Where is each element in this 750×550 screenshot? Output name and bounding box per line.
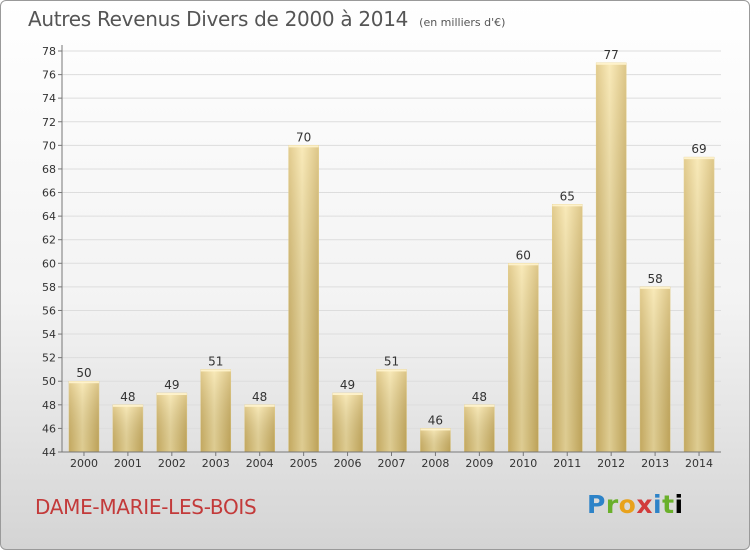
logo-letter: x [636, 490, 653, 519]
y-tick-label: 68 [42, 163, 56, 176]
logo-letter: P [587, 490, 606, 519]
logo-letter: t [662, 490, 675, 519]
proxiti-logo[interactable]: Proxiti [587, 490, 684, 519]
x-tick-label: 2004 [246, 457, 274, 470]
location-name: DAME-MARIE-LES-BOIS [35, 495, 257, 519]
data-label: 70 [296, 130, 311, 144]
y-tick-label: 58 [42, 281, 56, 294]
bar-top-highlight [332, 393, 363, 396]
logo-letter: i [674, 490, 684, 519]
bar-shade [376, 369, 407, 452]
data-label: 46 [428, 413, 443, 427]
data-label: 60 [516, 248, 531, 262]
y-tick-label: 78 [42, 45, 56, 58]
bar-top-highlight [200, 369, 231, 372]
y-tick-label: 72 [42, 116, 56, 129]
data-label: 69 [691, 142, 706, 156]
chart-title: Autres Revenus Divers de 2000 à 2014 [28, 7, 409, 31]
x-tick-label: 2006 [334, 457, 362, 470]
data-label: 51 [384, 354, 399, 368]
y-tick-label: 60 [42, 257, 56, 270]
bar-shade [200, 369, 231, 452]
bar-shade [68, 381, 99, 452]
x-tick-label: 2000 [70, 457, 98, 470]
title-block: Autres Revenus Divers de 2000 à 2014 (en… [28, 7, 505, 31]
bar-top-highlight [420, 428, 451, 431]
bar-top-highlight [596, 62, 627, 65]
chart-subtitle: (en milliers d'€) [419, 16, 506, 29]
x-tick-label: 2013 [641, 457, 669, 470]
bar-top-highlight [112, 404, 143, 407]
data-label: 48 [252, 390, 267, 404]
bar-shade [464, 404, 495, 452]
bar-top-highlight [684, 157, 715, 160]
bar-shade [640, 286, 671, 452]
y-tick-label: 46 [42, 422, 56, 435]
logo-letter: r [605, 490, 619, 519]
y-tick-label: 62 [42, 234, 56, 247]
data-label: 58 [647, 272, 662, 286]
y-tick-label: 50 [42, 375, 56, 388]
x-tick-label: 2010 [509, 457, 537, 470]
y-tick-label: 44 [42, 446, 56, 459]
y-tick-label: 76 [42, 69, 56, 82]
bar-top-highlight [464, 404, 495, 407]
bar-top-highlight [68, 381, 99, 384]
y-tick-label: 56 [42, 304, 56, 317]
x-tick-label: 2007 [378, 457, 406, 470]
x-tick-label: 2001 [114, 457, 142, 470]
y-tick-label: 52 [42, 352, 56, 365]
y-tick-label: 64 [42, 210, 56, 223]
x-tick-label: 2008 [421, 457, 449, 470]
bar-shade [112, 404, 143, 452]
data-label: 51 [208, 354, 223, 368]
data-label: 48 [120, 390, 135, 404]
bar-top-highlight [156, 393, 187, 396]
data-label: 49 [164, 378, 179, 392]
bar-shade [244, 404, 275, 452]
bars [68, 62, 715, 453]
bar-shade [288, 145, 319, 452]
bar-shade [332, 393, 363, 452]
x-tick-label: 2009 [465, 457, 493, 470]
x-tick-label: 2012 [597, 457, 625, 470]
axes [58, 45, 721, 456]
x-tick-label: 2014 [685, 457, 713, 470]
data-label: 50 [76, 366, 91, 380]
data-label: 48 [472, 390, 487, 404]
labels: 44 46 48 50 52 54 56 58 60 62 64 66 68 70 72 74 76 78 50 20… [42, 45, 713, 470]
bar-shade [420, 428, 451, 452]
x-tick-label: 2011 [553, 457, 581, 470]
bar-shade [596, 62, 627, 452]
bar-top-highlight [376, 369, 407, 372]
x-tick-label: 2002 [158, 457, 186, 470]
bar-top-highlight [552, 204, 583, 207]
bar-top-highlight [288, 145, 319, 148]
y-tick-label: 66 [42, 187, 56, 200]
bar-shade [552, 204, 583, 452]
data-label: 65 [560, 189, 575, 203]
x-tick-label: 2005 [290, 457, 318, 470]
y-tick-label: 74 [42, 92, 56, 105]
y-tick-label: 54 [42, 328, 56, 341]
x-tick-label: 2003 [202, 457, 230, 470]
data-label: 77 [604, 48, 619, 62]
logo-letter: i [653, 490, 663, 519]
y-tick-label: 70 [42, 139, 56, 152]
bar-top-highlight [508, 263, 539, 266]
y-tick-label: 48 [42, 399, 56, 412]
bar-shade [684, 157, 715, 452]
bar-shade [156, 393, 187, 452]
data-label: 49 [340, 378, 355, 392]
logo-letter: o [618, 490, 637, 519]
bar-top-highlight [640, 286, 671, 289]
bar-shade [508, 263, 539, 452]
bar-top-highlight [244, 404, 275, 407]
